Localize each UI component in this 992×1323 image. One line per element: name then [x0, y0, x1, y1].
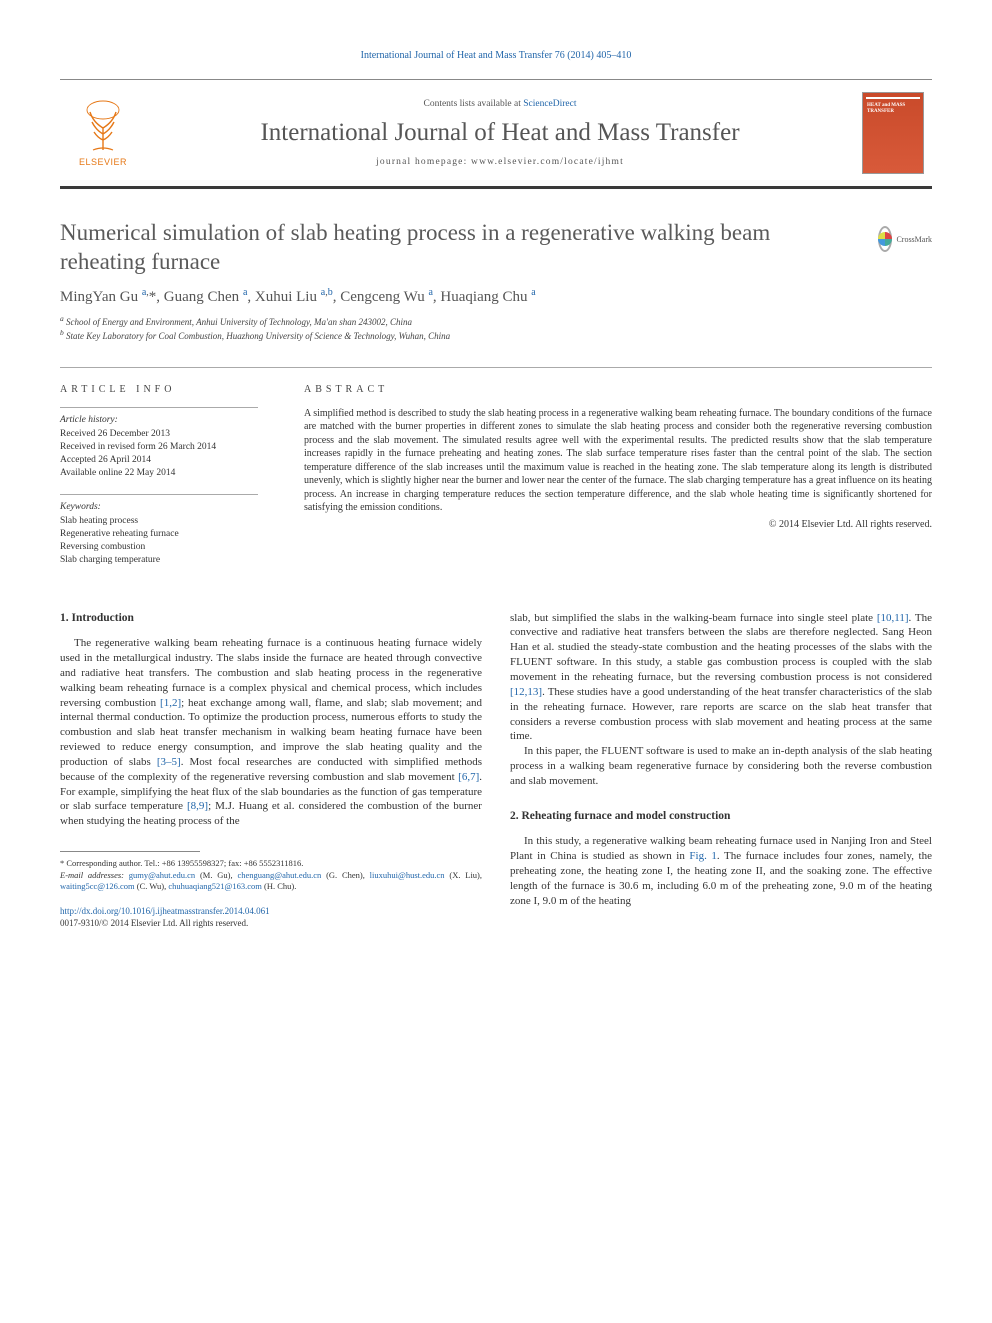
right-para-3: In this study, a regenerative walking be…: [510, 834, 932, 908]
body-col-left: 1. Introduction The regenerative walking…: [60, 611, 482, 929]
section-1-heading: 1. Introduction: [60, 611, 482, 627]
authors-line: MingYan Gu a,*, Guang Chen a, Xuhui Liu …: [60, 287, 932, 306]
abstract-heading: ABSTRACT: [304, 384, 932, 395]
homepage-line: journal homepage: www.elsevier.com/locat…: [138, 157, 862, 167]
issn-line: 0017-9310/© 2014 Elsevier Ltd. All right…: [60, 917, 482, 929]
info-rule-2: [60, 494, 258, 495]
emails-block: E-mail addresses: gumy@ahut.edu.cn (M. G…: [60, 870, 482, 893]
abstract-column: ABSTRACT A simplified method is describe…: [280, 368, 932, 581]
keyword-1: Regenerative reheating furnace: [60, 528, 258, 541]
corresponding-author: * Corresponding author. Tel.: +86 139555…: [60, 858, 482, 869]
keyword-2: Reversing combustion: [60, 541, 258, 554]
journal-cover-thumb[interactable]: HEAT and MASS TRANSFER: [862, 92, 924, 174]
keyword-3: Slab charging temperature: [60, 554, 258, 567]
elsevier-logo[interactable]: ELSEVIER: [68, 93, 138, 173]
section-2-heading: 2. Reheating furnace and model construct…: [510, 809, 932, 825]
keywords-label: Keywords:: [60, 501, 258, 514]
article-info-column: ARTICLE INFO Article history: Received 2…: [60, 368, 280, 581]
info-abstract-row: ARTICLE INFO Article history: Received 2…: [60, 367, 932, 581]
header-citation: International Journal of Heat and Mass T…: [60, 50, 932, 61]
history-label: Article history:: [60, 414, 258, 427]
email-link[interactable]: liuxuhui@hust.edu.cn: [370, 870, 445, 880]
emails-list: gumy@ahut.edu.cn (M. Gu), chenguang@ahut…: [60, 870, 482, 891]
ref-link[interactable]: [10,11]: [877, 612, 909, 624]
keywords-block: Keywords: Slab heating processRegenerati…: [60, 501, 258, 567]
body-col-right: slab, but simplified the slabs in the wa…: [510, 611, 932, 929]
contents-line: Contents lists available at ScienceDirec…: [138, 99, 862, 109]
banner-center: Contents lists available at ScienceDirec…: [138, 99, 862, 167]
ref-link[interactable]: [12,13]: [510, 686, 542, 698]
info-rule-1: [60, 407, 258, 408]
page-root: International Journal of Heat and Mass T…: [0, 0, 992, 969]
history-line-0: Received 26 December 2013: [60, 428, 258, 441]
elsevier-wordmark: ELSEVIER: [79, 157, 127, 167]
crossmark-badge[interactable]: CrossMark: [878, 219, 932, 259]
elsevier-tree-icon: [78, 100, 128, 155]
history-line-1: Received in revised form 26 March 2014: [60, 441, 258, 454]
article-title: Numerical simulation of slab heating pro…: [60, 219, 878, 277]
ref-link[interactable]: [3–5]: [157, 756, 181, 768]
footnotes: * Corresponding author. Tel.: +86 139555…: [60, 858, 482, 892]
citation-link[interactable]: International Journal of Heat and Mass T…: [361, 50, 632, 61]
journal-banner: ELSEVIER Contents lists available at Sci…: [60, 79, 932, 189]
crossmark-label: CrossMark: [896, 235, 932, 244]
crossmark-icon: [878, 226, 892, 252]
affiliation-0: a School of Energy and Environment, Anhu…: [60, 314, 932, 327]
email-link[interactable]: chuhuaqiang521@163.com: [168, 881, 262, 891]
email-link[interactable]: waiting5cc@126.com: [60, 881, 135, 891]
right-para-1: slab, but simplified the slabs in the wa…: [510, 611, 932, 745]
doi-line: http://dx.doi.org/10.1016/j.ijheatmasstr…: [60, 905, 482, 917]
doi-link[interactable]: http://dx.doi.org/10.1016/j.ijheatmasstr…: [60, 906, 270, 916]
abstract-text: A simplified method is described to stud…: [304, 407, 932, 515]
ref-link[interactable]: [6,7]: [458, 771, 479, 783]
ref-link[interactable]: [1,2]: [160, 697, 181, 709]
affiliations: a School of Energy and Environment, Anhu…: [60, 314, 932, 341]
cover-thumb-label: HEAT and MASS TRANSFER: [867, 103, 919, 114]
homepage-url[interactable]: www.elsevier.com/locate/ijhmt: [471, 157, 624, 167]
title-row: Numerical simulation of slab heating pro…: [60, 219, 932, 277]
history-line-2: Accepted 26 April 2014: [60, 454, 258, 467]
intro-para-1: The regenerative walking beam reheating …: [60, 636, 482, 829]
history-line-3: Available online 22 May 2014: [60, 467, 258, 480]
keyword-0: Slab heating process: [60, 515, 258, 528]
abstract-copyright: © 2014 Elsevier Ltd. All rights reserved…: [304, 519, 932, 530]
footnote-separator: [60, 851, 200, 852]
sciencedirect-link[interactable]: ScienceDirect: [523, 99, 576, 109]
right-para-2: In this paper, the FLUENT software is us…: [510, 744, 932, 789]
emails-label: E-mail addresses:: [60, 870, 124, 880]
email-link[interactable]: chenguang@ahut.edu.cn: [237, 870, 321, 880]
journal-name: International Journal of Heat and Mass T…: [138, 119, 862, 147]
fig-link[interactable]: Fig. 1: [689, 850, 716, 862]
article-info-heading: ARTICLE INFO: [60, 384, 258, 395]
ref-link[interactable]: [8,9]: [187, 800, 208, 812]
history-block: Article history: Received 26 December 20…: [60, 414, 258, 480]
affiliation-1: b State Key Laboratory for Coal Combusti…: [60, 328, 932, 341]
body-columns: 1. Introduction The regenerative walking…: [60, 611, 932, 929]
contents-prefix: Contents lists available at: [423, 99, 523, 109]
email-link[interactable]: gumy@ahut.edu.cn: [129, 870, 195, 880]
homepage-prefix: journal homepage:: [376, 157, 471, 167]
